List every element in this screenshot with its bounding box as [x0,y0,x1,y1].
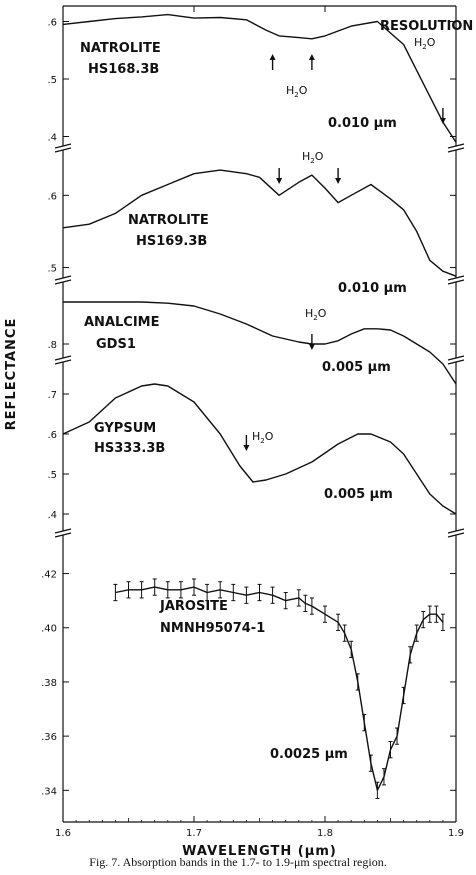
x-tick-label: 1.8 [317,828,333,839]
y-tick-label: .38 [41,678,57,689]
y-tick-label: .34 [41,786,57,797]
axis-break-mark [54,275,72,281]
h2o-label: H2O [252,430,274,445]
spectrum-line-natrolite-0 [62,13,457,143]
y-axis-title: REFLECTANCE [4,318,19,431]
resolution-header: RESOLUTION [380,19,473,34]
resolution-label: 0.0025 μm [270,747,348,762]
y-tick-label: .8 [47,340,57,351]
x-tick-label: 1.6 [55,828,71,839]
spectrum-line-gypsum-3 [62,383,457,515]
sample-name-label: ANALCIME [84,315,159,330]
y-tick-label: .7 [47,390,57,401]
axis-break-mark [54,528,72,534]
axis-break-mark [447,528,465,534]
x-tick-label: 1.9 [448,828,464,839]
sample-name-label: NATROLITE [128,213,209,228]
h2o-arrowhead [335,178,342,184]
sample-id-label: HS168.3B [88,62,159,77]
resolution-label: 0.010 μm [328,116,397,131]
axis-break-mark [447,275,465,281]
h2o-label: H2O [302,150,324,165]
y-tick-label: .6 [47,430,57,441]
spectrum-line-natrolite-1 [62,169,457,277]
labels-layer: 1.6 1.7 1.8 1.9 .6 .5 .4 NATROLITE HS168.3B 0.010… [4,18,473,870]
h2o-arrowhead [243,445,250,451]
panels-layer [62,13,457,799]
axis-break-mark [54,143,72,149]
spectrum-line-analcime-2 [63,301,457,385]
sample-id-label: GDS1 [96,337,136,352]
y-tick-label: .5 [47,264,57,275]
resolution-label: 0.010 μm [338,281,407,296]
sample-name-label: GYPSUM [94,421,156,436]
y-tick-label: .6 [47,191,57,202]
y-tick-label: .4 [47,510,57,521]
y-tick-label: .42 [41,570,57,581]
h2o-arrowhead [439,118,446,124]
y-tick-label: .5 [47,75,57,86]
sample-id-label: NMNH95074-1 [160,621,265,636]
h2o-label: H2O [286,84,308,99]
figure-caption: Fig. 7. Absorption bands in the 1.7- to … [89,855,386,869]
y-tick-label: .6 [47,18,57,29]
axes-layer [54,5,465,823]
x-tick-label: 1.7 [186,828,202,839]
y-tick-label: .5 [47,470,57,481]
h2o-arrowhead [308,54,315,60]
sample-id-label: HS333.3B [94,441,165,456]
h2o-arrowhead [269,54,276,60]
y-tick-label: .4 [47,133,57,144]
y-tick-label: .40 [41,624,57,635]
resolution-label: 0.005 μm [322,360,391,375]
axis-break-mark [447,143,465,149]
h2o-label: H2O [414,36,436,51]
sample-name-label: JAROSITE [159,599,228,614]
sample-id-label: HS169.3B [136,234,207,249]
sample-name-label: NATROLITE [80,41,161,56]
axis-break-mark [54,355,72,361]
y-tick-label: .36 [41,732,57,743]
h2o-label: H2O [305,307,327,322]
resolution-label: 0.005 μm [324,487,393,502]
axis-break-mark [447,355,465,361]
h2o-arrowhead [276,178,283,184]
h2o-arrowhead [308,344,315,350]
x-axis-title: WAVELENGTH (μm) [182,844,337,859]
